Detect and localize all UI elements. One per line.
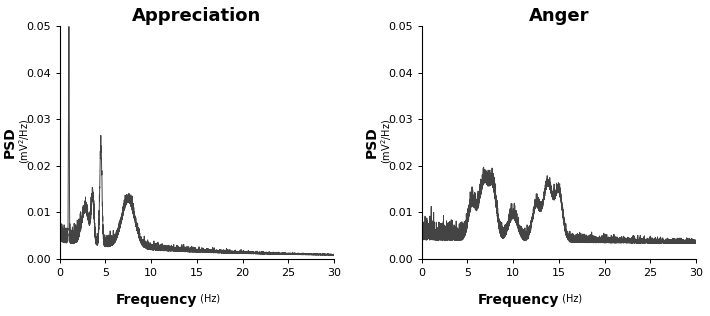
Text: (mV$^2$/Hz): (mV$^2$/Hz) [379, 118, 394, 167]
Text: (Hz): (Hz) [197, 293, 220, 303]
Text: (mV$^2$/Hz): (mV$^2$/Hz) [17, 118, 32, 167]
Title: Anger: Anger [529, 7, 589, 25]
Text: Frequency: Frequency [116, 293, 197, 307]
Text: Frequency: Frequency [478, 293, 559, 307]
Title: Appreciation: Appreciation [132, 7, 261, 25]
Text: PSD: PSD [3, 127, 17, 158]
Text: (Hz): (Hz) [559, 293, 582, 303]
Text: PSD: PSD [365, 127, 379, 158]
